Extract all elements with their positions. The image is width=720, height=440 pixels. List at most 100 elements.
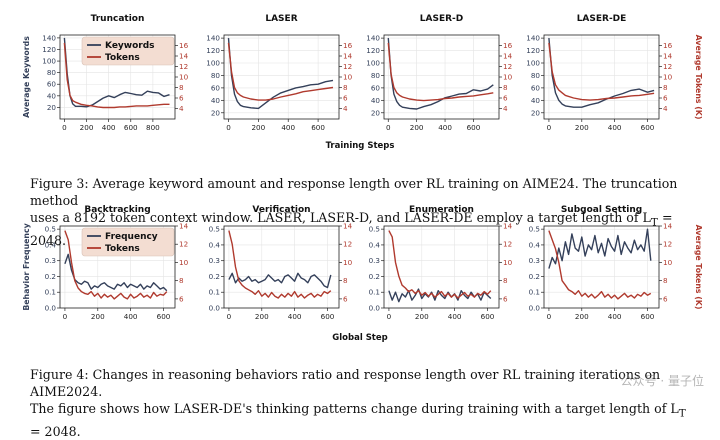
y-tick-label: 120: [366, 46, 380, 55]
y-tick-label: 120: [42, 45, 56, 54]
x-tick-label: 600: [641, 123, 655, 132]
legend-label-right: Tokens: [105, 53, 140, 63]
series-line-frequency: [228, 272, 332, 289]
y-tick-label: 60: [371, 83, 381, 92]
figure4-caption: Figure 4: Changes in reasoning behaviors…: [30, 366, 698, 440]
panel-title: Backtracking: [84, 205, 150, 215]
y-right-tick-label: 10: [179, 73, 189, 82]
panel-title: LASER-D: [420, 14, 463, 24]
y-tick-label: 0.1: [529, 288, 540, 297]
x-tick-label: 600: [157, 312, 171, 321]
y-tick-label: 0.3: [529, 256, 540, 265]
x-tick-label: 0: [227, 312, 232, 321]
series-line-keywords: [548, 38, 655, 108]
figure3-caption-line1: Figure 3: Average keyword amount and res…: [30, 176, 678, 208]
x-tick-label: 200: [415, 312, 429, 321]
y-tick-label: 20: [371, 108, 381, 117]
x-tick-label: 200: [91, 312, 105, 321]
y-tick-label: 20: [211, 108, 221, 117]
y-tick-label: 120: [206, 46, 220, 55]
series-line-tokens: [228, 230, 332, 299]
y-right-tick-label: 8: [343, 83, 348, 92]
series-line-tokens: [548, 230, 652, 300]
y-tick-label: 0.4: [209, 240, 221, 249]
plot-frame: [543, 225, 660, 309]
y-tick-label: 40: [47, 91, 57, 100]
y-right-tick-label: 12: [179, 62, 188, 71]
y-tick-label: 0.2: [209, 272, 220, 281]
x-tick-label: 400: [124, 312, 138, 321]
x-tick-label: 200: [251, 123, 265, 132]
y-right-tick-label: 14: [503, 222, 513, 231]
y-tick-label: 0.2: [369, 272, 380, 281]
y-right-tick-label: 8: [663, 83, 668, 92]
legend-label-left: Keywords: [105, 41, 155, 51]
y-right-tick-label: 14: [503, 52, 513, 61]
figure3-caption-subscript: T: [650, 216, 658, 229]
x-tick-label: 200: [255, 312, 269, 321]
y-tick-label: 140: [366, 34, 380, 43]
y-tick-label: 40: [371, 96, 381, 105]
figure4-caption-tail: = 2048.: [30, 423, 81, 439]
y-right-tick-label: 12: [179, 240, 188, 249]
y-right-tick-label: 4: [343, 104, 348, 113]
legend: Frequency Tokens: [81, 227, 175, 257]
y-tick-label: 80: [531, 71, 541, 80]
chart-panel-3: LASER-DE 0 200 400 600 20 40 60 80 100 120 140 46 810…: [526, 14, 672, 132]
y-tick-label: 0.5: [369, 225, 380, 234]
y-tick-label: 0.1: [209, 288, 220, 297]
panel-title: Verification: [252, 205, 310, 215]
y-right-tick-label: 8: [663, 276, 668, 285]
legend-label-right: Tokens: [105, 244, 140, 254]
chart-panel-2: LASER-D 0 200 400 600 20 40 60 80 100 120 140 46 810 1…: [366, 14, 512, 132]
plot-frame: [543, 34, 660, 120]
chart-panel-4: Backtracking 0 200 400 600 0.0 0.1 0.2 0.3 0.4 0.5…: [45, 205, 189, 321]
y-tick-label: 80: [371, 71, 381, 80]
x-tick-label: 400: [608, 312, 622, 321]
series-line-tokens: [388, 230, 492, 299]
y-tick-label: 0.4: [45, 240, 57, 249]
y-axis-label-right: Average Tokens (K): [694, 35, 703, 120]
y-right-tick-label: 8: [503, 276, 508, 285]
y-tick-label: 0.5: [209, 225, 220, 234]
watermark: 公众号 · 量子位: [620, 374, 704, 388]
x-tick-label: 600: [124, 123, 138, 132]
series-line-tokens: [387, 42, 494, 102]
series-line-tokens: [227, 42, 334, 101]
y-right-tick-label: 14: [343, 52, 353, 61]
panel-title: LASER: [265, 14, 297, 24]
y-tick-label: 20: [531, 108, 541, 117]
y-tick-label: 0.1: [45, 288, 56, 297]
y-right-tick-label: 12: [503, 240, 512, 249]
y-tick-label: 100: [42, 57, 56, 66]
series-line-tokens: [548, 42, 655, 101]
x-tick-label: 200: [575, 123, 589, 132]
y-right-tick-label: 10: [503, 73, 513, 82]
x-tick-label: 0: [63, 312, 68, 321]
series-line-keywords: [63, 37, 170, 108]
y-right-tick-label: 16: [503, 41, 513, 50]
y-right-tick-label: 8: [179, 83, 184, 92]
legend-box: [81, 36, 175, 66]
y-tick-label: 0.1: [369, 288, 380, 297]
figure4-caption-line1: Figure 4: Changes in reasoning behaviors…: [30, 367, 661, 399]
y-tick-label: 80: [47, 68, 57, 77]
y-tick-label: 140: [206, 34, 220, 43]
y-tick-label: 0.0: [45, 304, 57, 313]
chart-panel-0: Truncation 0 200 400 600 800 20 40 60 80 100 120 140…: [42, 14, 188, 132]
y-tick-label: 80: [211, 71, 221, 80]
x-tick-label: 400: [608, 123, 622, 132]
y-tick-label: 100: [526, 59, 540, 68]
panel-title: Truncation: [91, 14, 145, 24]
panel-title: Subgoal Setting: [561, 205, 642, 215]
y-tick-label: 120: [526, 46, 540, 55]
y-right-tick-label: 14: [663, 52, 673, 61]
x-tick-label: 200: [410, 123, 424, 132]
x-tick-label: 800: [146, 123, 160, 132]
legend-box: [81, 227, 175, 257]
x-tick-label: 600: [467, 123, 481, 132]
y-right-tick-label: 10: [179, 258, 189, 267]
figure3-caption-line2: uses a 8192 token context window. LASER,…: [30, 210, 651, 225]
y-right-tick-label: 6: [343, 294, 348, 303]
